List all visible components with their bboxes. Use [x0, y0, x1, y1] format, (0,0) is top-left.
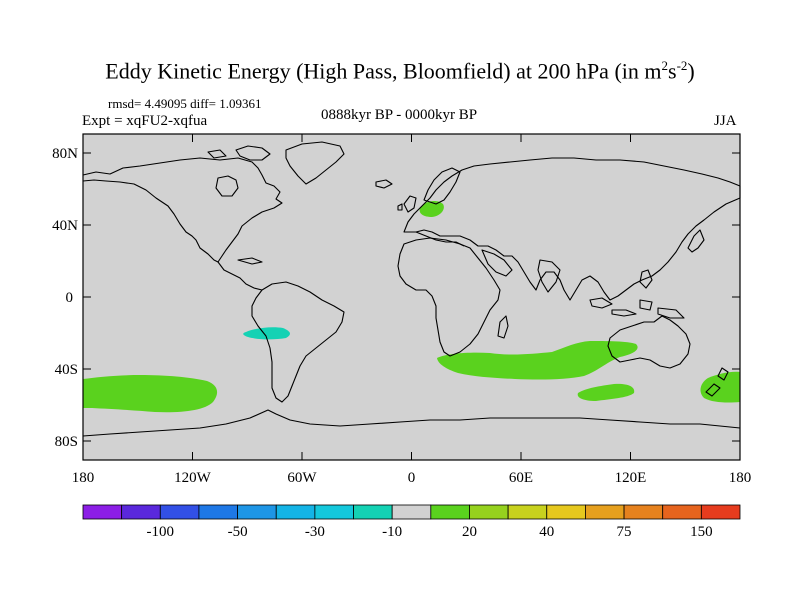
- colorbar-swatch: [159, 504, 200, 520]
- colorbar-swatch: [700, 504, 741, 520]
- colorbar-swatch: [662, 504, 702, 520]
- south-america-negative-anomaly: [243, 327, 290, 340]
- arctic-islands: [207, 145, 271, 161]
- latitude-labels: 80N 40N 0 40S 80S: [52, 146, 78, 450]
- greenland-coast: [285, 141, 345, 185]
- colorbar-swatch: [469, 504, 509, 520]
- south-pacific-positive-anomaly: [83, 375, 218, 413]
- south-america-coast: [251, 281, 345, 403]
- lon-label: 60W: [287, 470, 317, 486]
- lat-label: 80S: [55, 434, 78, 450]
- antarctica-coast: [82, 409, 741, 437]
- colorbar-swatch: [546, 504, 586, 520]
- lat-label: 80N: [52, 146, 78, 162]
- colorbar-swatch: [82, 504, 123, 520]
- longitude-labels: 180 120W 60W 0 60E 120E 180: [72, 470, 752, 486]
- experiment-label: Expt = xqFU2-xqfua: [82, 113, 208, 129]
- colorbar-label: 20: [462, 524, 477, 540]
- british-isles-coast: [397, 195, 417, 213]
- colorbar-label: -10: [382, 524, 402, 540]
- colorbar-swatch: [391, 504, 432, 520]
- latitude-axis: [83, 152, 740, 442]
- colorbar-swatch: [314, 504, 354, 520]
- season-label: JJA: [714, 113, 737, 129]
- rmsd-stats: rmsd= 4.49095 diff= 1.09361: [108, 96, 262, 111]
- plot-title: Eddy Kinetic Energy (High Pass, Bloomfie…: [105, 58, 695, 84]
- colorbar-swatch: [237, 504, 277, 520]
- colorbar-swatch: [353, 504, 393, 520]
- india-coast: [537, 259, 561, 293]
- south-indian-ocean-small-anomaly: [577, 383, 635, 401]
- colorbar-swatch: [585, 504, 625, 520]
- north-america-coast: [82, 157, 283, 263]
- iceland-coast: [375, 179, 393, 189]
- lon-label: 180: [729, 470, 752, 486]
- madagascar-coast: [497, 315, 509, 339]
- new-zealand-coast: [705, 367, 729, 397]
- lat-label: 0: [66, 290, 74, 306]
- lon-label: 120W: [174, 470, 212, 486]
- australia-coast: [607, 315, 691, 369]
- europe-positive-anomaly: [419, 200, 444, 217]
- philippines-coast: [639, 269, 653, 289]
- lat-label: 40N: [52, 218, 78, 234]
- colorbar-label: -30: [305, 524, 325, 540]
- africa-coast: [397, 237, 501, 357]
- colorbar-swatch: [198, 504, 238, 520]
- colorbar: [82, 504, 741, 520]
- colorbar-swatch: [275, 504, 316, 520]
- coastlines: [82, 141, 741, 437]
- colorbar-swatch: [507, 504, 548, 520]
- lat-label: 40S: [55, 362, 78, 378]
- arabia-coast: [481, 249, 513, 277]
- longitude-axis: [192, 134, 631, 460]
- eurasia-coast: [403, 157, 741, 301]
- lon-label: 0: [408, 470, 416, 486]
- japan-coast: [687, 229, 705, 253]
- colorbar-label: 150: [690, 524, 713, 540]
- cuba-coast: [237, 257, 263, 265]
- colorbar-swatch: [121, 504, 161, 520]
- colorbar-labels: -100 -50 -30 -10 20 40 75 150: [147, 524, 713, 540]
- colorbar-label: 40: [539, 524, 554, 540]
- hudson-bay-coast: [215, 175, 239, 197]
- colorbar-swatch: [623, 504, 664, 520]
- indonesia-coast: [589, 297, 685, 319]
- lon-label: 180: [72, 470, 95, 486]
- central-america-coast: [217, 261, 263, 291]
- colorbar-label: -50: [228, 524, 248, 540]
- colorbar-label: -100: [147, 524, 175, 540]
- lon-label: 120E: [615, 470, 647, 486]
- lon-label: 60E: [509, 470, 533, 486]
- colorbar-swatch: [430, 504, 470, 520]
- colorbar-label: 75: [617, 524, 632, 540]
- period-label: 0888kyr BP - 0000kyr BP: [321, 107, 478, 123]
- south-indian-ocean-positive-anomaly: [437, 341, 638, 380]
- scandinavia-coast: [423, 167, 461, 205]
